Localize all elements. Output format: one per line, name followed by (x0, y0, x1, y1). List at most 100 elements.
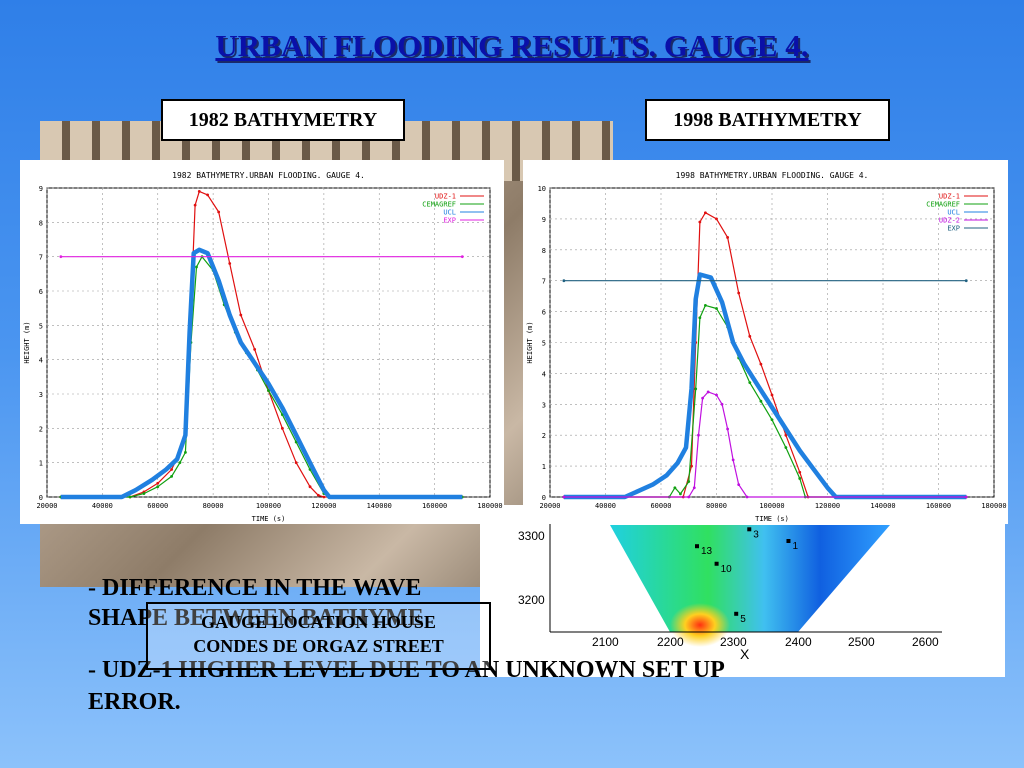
data-point-udz-2 (687, 495, 691, 499)
map-xtick-2400: 2400 (785, 635, 812, 649)
y-tick-label: 7 (39, 254, 43, 262)
x-tick-label: 160000 (926, 502, 951, 510)
x-tick-label: 180000 (477, 502, 502, 510)
series-line-ucl (60, 247, 463, 500)
map-gauge-label: 1 (792, 541, 798, 552)
data-point-cemagref (748, 381, 752, 385)
x-tick-label: 100000 (759, 502, 784, 510)
data-point-cemagref (142, 492, 146, 495)
data-point-udz-1 (170, 468, 173, 471)
legend-label: UDZ-2 (939, 217, 960, 225)
y-tick-label: 3 (542, 401, 546, 409)
series-line-cemagref (563, 304, 967, 498)
data-point-cemagref (195, 265, 198, 269)
x-tick-label: 80000 (706, 502, 727, 510)
data-point-cemagref (798, 477, 802, 480)
x-tick-label: 120000 (311, 502, 336, 510)
data-point-udz-1 (253, 347, 257, 351)
x-tick-label: 20000 (539, 502, 560, 510)
chart-1982: 1982 BATHYMETRY.URBAN FLOODING. GAUGE 4.… (20, 160, 504, 524)
x-tick-label: 100000 (256, 502, 281, 510)
data-point-udz-1 (308, 485, 312, 489)
bullet-2-line-1: - UDZ-1 HIGHER LEVEL DUE TO AN UNKNOWN S… (88, 657, 725, 683)
series-line-ucl (563, 272, 967, 500)
y-tick-label: 9 (39, 185, 43, 193)
data-point-cemagref (267, 389, 270, 392)
data-point-udz-1 (737, 291, 741, 295)
x-tick-label: 40000 (92, 502, 113, 510)
data-point-udz-1 (193, 203, 197, 207)
label-1982-bathymetry: 1982 BATHYMETRY (161, 99, 405, 141)
data-point-cemagref (698, 316, 702, 320)
x-axis-label: TIME (s) (755, 515, 789, 523)
x-tick-label: 60000 (650, 502, 671, 510)
chart-title: 1998 BATHYMETRY.URBAN FLOODING. GAUGE 4. (676, 171, 869, 180)
map-ytick-3200: 3200 (518, 593, 545, 607)
x-axis-label: TIME (s) (252, 515, 286, 523)
map-ytick-3300: 3300 (518, 529, 545, 543)
chart-1998-svg: 1998 BATHYMETRY.URBAN FLOODING. GAUGE 4.… (526, 171, 1007, 523)
slide-title: URBAN FLOODING RESULTS. GAUGE 4. (215, 28, 809, 63)
y-tick-label: 4 (39, 357, 43, 365)
data-point-udz-2 (720, 402, 724, 406)
map-xtick-2200: 2200 (657, 635, 684, 649)
gauge-map: 3300 3200 2100 2200 2300 2400 2500 2600 … (480, 505, 1005, 677)
data-point-udz-2 (726, 427, 729, 431)
data-point-udz-1 (228, 262, 232, 265)
data-point-udz-1 (156, 481, 160, 485)
data-point-cemagref (759, 399, 763, 403)
data-point-udz-2 (731, 458, 735, 462)
data-point-udz-2 (745, 495, 749, 499)
chart-1982-svg: 1982 BATHYMETRY.URBAN FLOODING. GAUGE 4.… (23, 171, 503, 523)
data-point-udz-1 (798, 470, 802, 474)
chart-1998: 1998 BATHYMETRY.URBAN FLOODING. GAUGE 4.… (523, 160, 1008, 524)
map-gauges: 3 1 13 10 5 (695, 527, 798, 625)
bullet-1-line-1: - DIFFERENCE IN THE WAVE (88, 575, 422, 601)
data-point-cemagref (679, 492, 682, 496)
data-point-cemagref (715, 307, 718, 310)
y-tick-label: 5 (542, 340, 546, 348)
data-point-cemagref (694, 387, 698, 391)
data-point-udz-2 (562, 495, 566, 499)
legend-label: EXP (947, 225, 960, 233)
y-axis-label: HEIGHT (m) (526, 321, 534, 363)
x-tick-label: 140000 (870, 502, 895, 510)
data-point-udz-1 (206, 193, 209, 197)
legend-label: CEMAGREF (926, 201, 960, 209)
map-xlabel: X (740, 646, 750, 662)
y-tick-label: 0 (542, 494, 546, 502)
data-point-exp (562, 279, 566, 283)
map-xtick-2300: 2300 (720, 635, 747, 649)
y-tick-label: 4 (542, 370, 546, 378)
data-point-cemagref (128, 495, 132, 499)
y-axis-label: HEIGHT (m) (23, 321, 31, 363)
map-gauge-label: 5 (740, 614, 746, 625)
series-line-udz-1 (60, 190, 463, 498)
data-point-cemagref (673, 486, 677, 490)
label-1998-bathymetry: 1998 BATHYMETRY (645, 99, 890, 141)
map-gauge-label: 3 (753, 529, 759, 540)
data-point-udz-1 (784, 433, 788, 437)
data-point-udz-1 (217, 210, 221, 214)
data-point-cemagref (770, 418, 774, 422)
map-gauge-marker (734, 611, 739, 616)
legend-label: UDZ-1 (939, 193, 960, 201)
y-tick-label: 2 (39, 425, 43, 433)
gauge-map-svg: 3300 3200 2100 2200 2300 2400 2500 2600 … (518, 515, 942, 662)
data-point-udz-2 (737, 483, 741, 487)
data-point-cemagref (687, 480, 691, 483)
map-gauge-marker (695, 544, 699, 549)
bullet-1-line-2: SHAPE BETWEEN BATHYME (88, 605, 424, 631)
data-point-udz-1 (690, 464, 693, 468)
legend-label: CEMAGREF (422, 201, 456, 209)
bullet-2-line-2: ERROR. (88, 689, 181, 715)
legend-label: UDZ-1 (435, 193, 456, 201)
legend-label: UCL (947, 209, 960, 217)
data-point-udz-1 (239, 313, 243, 317)
y-tick-label: 0 (39, 494, 43, 502)
gauge-location-caption: GAUGE LOCATION HOUSE CONDES DE ORGAZ STR… (146, 602, 491, 670)
data-point-udz-2 (706, 390, 710, 394)
map-gauge-marker (786, 539, 791, 543)
data-point-udz-1 (280, 426, 284, 430)
y-tick-label: 9 (542, 216, 546, 224)
